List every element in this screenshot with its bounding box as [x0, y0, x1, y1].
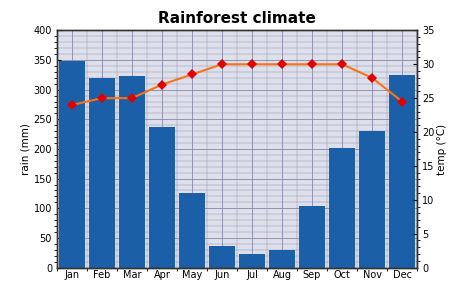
Bar: [299, 206, 325, 268]
Bar: [329, 148, 355, 268]
Bar: [179, 193, 205, 268]
Bar: [59, 61, 85, 268]
Bar: [389, 75, 415, 268]
Bar: [269, 250, 295, 268]
Bar: [359, 131, 385, 268]
Y-axis label: rain (mm): rain (mm): [20, 123, 31, 175]
Bar: [89, 78, 115, 268]
Bar: [209, 246, 235, 268]
Bar: [119, 76, 145, 268]
Title: Rainforest climate: Rainforest climate: [158, 12, 316, 26]
Bar: [149, 127, 175, 268]
Y-axis label: temp (°C): temp (°C): [437, 123, 447, 174]
Bar: [239, 254, 265, 268]
